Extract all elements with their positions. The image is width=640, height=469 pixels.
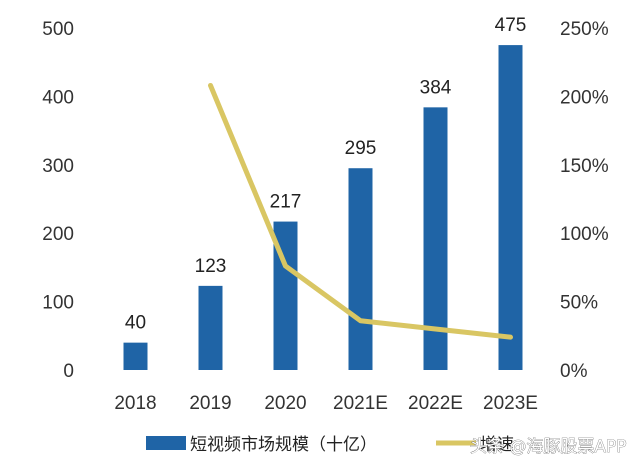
y-left-tick-label: 500 [42, 19, 74, 40]
y-right-tick-label: 0% [560, 361, 588, 382]
x-tick-label: 2021E [333, 393, 388, 414]
bar-2023E [498, 45, 523, 370]
y-left-tick-label: 0 [63, 361, 74, 382]
line-series [208, 82, 513, 340]
y-right-tick-label: 250% [560, 19, 609, 40]
data-label-2021E: 295 [345, 138, 377, 159]
y-right-tick-label: 200% [560, 87, 609, 108]
data-label-2018: 40 [125, 313, 146, 334]
data-label-2019: 123 [195, 256, 227, 277]
legend-bar-swatch [146, 436, 186, 450]
x-tick-label: 2023E [483, 393, 538, 414]
y-left-tick-label: 100 [42, 293, 74, 314]
x-tick-label: 2020 [264, 393, 306, 414]
y-left-tick-label: 400 [42, 87, 74, 108]
data-label-2020: 217 [270, 192, 302, 213]
y-right-tick-label: 100% [560, 224, 609, 245]
x-tick-label: 2018 [114, 393, 156, 414]
y-left-axis: 0 100 200 300 400 500 [42, 19, 74, 382]
y-left-tick-label: 200 [42, 224, 74, 245]
x-tick-label: 2022E [408, 393, 463, 414]
bar-2021E [348, 168, 373, 370]
y-right-tick-label: 50% [560, 293, 598, 314]
bar-2018 [123, 342, 148, 370]
x-tick-label: 2019 [189, 393, 231, 414]
legend-bar-label: 短视频市场规模（十亿） [190, 435, 377, 455]
y-right-tick-label: 150% [560, 156, 609, 177]
y-right-axis: 0% 50% 100% 150% 200% 250% [560, 19, 609, 382]
data-label-2022E: 384 [420, 77, 452, 98]
watermark: 头条 @海豚股票APP [470, 437, 627, 457]
legend-line-label: 增速 [480, 435, 514, 455]
data-label-2023E: 475 [495, 15, 527, 36]
x-axis: 2018 2019 2020 2021E 2022E 2023E [114, 393, 538, 414]
bar-series [123, 45, 523, 371]
legend: 短视频市场规模（十亿） 增速 [146, 435, 514, 455]
bar-2019 [198, 285, 223, 370]
data-labels: 40 123 217 295 384 475 [125, 15, 526, 334]
y-left-tick-label: 300 [42, 156, 74, 177]
